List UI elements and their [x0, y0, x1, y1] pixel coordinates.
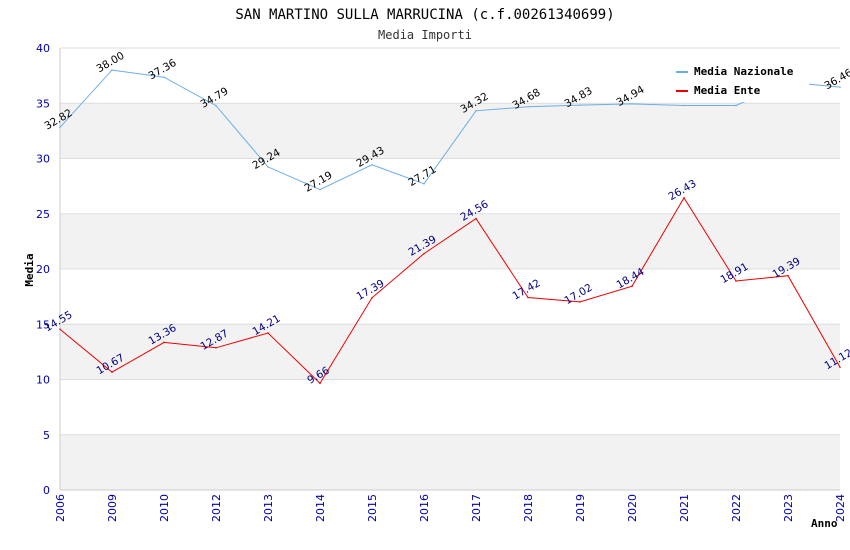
- grid-band: [60, 158, 840, 214]
- point-ente: [111, 371, 113, 373]
- point-ente: [371, 297, 373, 299]
- grid-bands: [60, 48, 840, 490]
- grid-band: [60, 434, 840, 490]
- x-tick-label: 2018: [522, 494, 535, 522]
- x-tick-label: 2010: [158, 494, 171, 522]
- x-tick-label: 2020: [626, 494, 639, 522]
- point-ente: [59, 328, 61, 331]
- point-nazionale: [423, 183, 425, 185]
- y-tick-labels: 0 5 10 15 20 25 30 35 40: [36, 42, 50, 497]
- legend-label-nazionale: Media Nazionale: [694, 65, 794, 78]
- grid-band: [60, 324, 840, 380]
- point-nazionale: [267, 166, 269, 168]
- grid-band: [60, 213, 840, 269]
- point-ente: [475, 217, 477, 220]
- y-tick-label: 5: [43, 429, 50, 442]
- grid-band: [60, 103, 840, 159]
- x-tick-label: 2014: [314, 494, 327, 522]
- legend-box: [669, 60, 809, 102]
- grid-band: [60, 379, 840, 435]
- point-nazionale: [215, 104, 217, 107]
- point-nazionale: [111, 69, 113, 71]
- point-ente: [163, 341, 165, 344]
- y-tick-label: 20: [36, 263, 50, 276]
- point-ente: [267, 332, 269, 334]
- point-nazionale: [735, 104, 737, 107]
- x-tick-label: 2006: [54, 494, 67, 522]
- x-tick-labels: 2006 2009 2010 2012 2013 2014 2015 2016 2017 2018…: [54, 494, 847, 522]
- x-tick-label: 2012: [210, 494, 223, 522]
- point-nazionale: [683, 104, 685, 107]
- x-axis-label: Anno: [811, 517, 838, 530]
- x-tick-label: 2017: [470, 494, 483, 522]
- point-ente: [631, 285, 633, 288]
- point-nazionale: [59, 126, 61, 129]
- point-ente: [683, 197, 685, 199]
- x-tick-label: 2024: [834, 494, 847, 522]
- y-tick-label: 15: [36, 318, 50, 331]
- series-line-ente: [59, 196, 841, 385]
- point-nazionale: [319, 188, 321, 191]
- point-ente: [735, 280, 737, 282]
- x-tick-label: 2021: [678, 494, 691, 522]
- point-ente: [579, 301, 581, 303]
- y-tick-label: 30: [36, 153, 50, 166]
- point-ente: [527, 296, 529, 299]
- x-tick-label: 2013: [262, 494, 275, 522]
- point-nazionale: [579, 104, 581, 106]
- point-ente: [423, 252, 425, 255]
- x-tick-label: 2023: [782, 494, 795, 522]
- point-nazionale: [527, 105, 529, 108]
- chart-title: SAN MARTINO SULLA MARRUCINA (c.f.0026134…: [235, 7, 614, 23]
- point-ente: [787, 274, 789, 277]
- x-tick-label: 2016: [418, 494, 431, 522]
- x-tick-label: 2019: [574, 494, 587, 522]
- point-ente: [319, 382, 321, 385]
- grid-band: [60, 269, 840, 325]
- series-line-nazionale: [59, 69, 841, 191]
- x-tick-label: 2022: [730, 494, 743, 522]
- y-tick-label: 25: [36, 208, 50, 221]
- y-axis-label: Media: [23, 253, 36, 286]
- y-tick-label: 40: [36, 42, 50, 55]
- point-nazionale: [163, 76, 165, 78]
- chart-subtitle: Media Importi: [378, 28, 472, 42]
- legend: Media Nazionale Media Ente: [669, 60, 809, 102]
- point-ente: [215, 346, 217, 349]
- point-ente: [839, 366, 841, 368]
- y-tick-label: 0: [43, 484, 50, 497]
- point-nazionale: [631, 103, 633, 105]
- series-lines: [59, 69, 841, 385]
- legend-label-ente: Media Ente: [694, 84, 761, 97]
- y-tick-label: 35: [36, 97, 50, 110]
- y-tick-label: 10: [36, 374, 50, 387]
- point-nazionale: [839, 86, 841, 88]
- point-nazionale: [475, 109, 477, 112]
- x-tick-label: 2009: [106, 494, 119, 522]
- point-nazionale: [371, 163, 373, 166]
- x-tick-label: 2015: [366, 494, 379, 522]
